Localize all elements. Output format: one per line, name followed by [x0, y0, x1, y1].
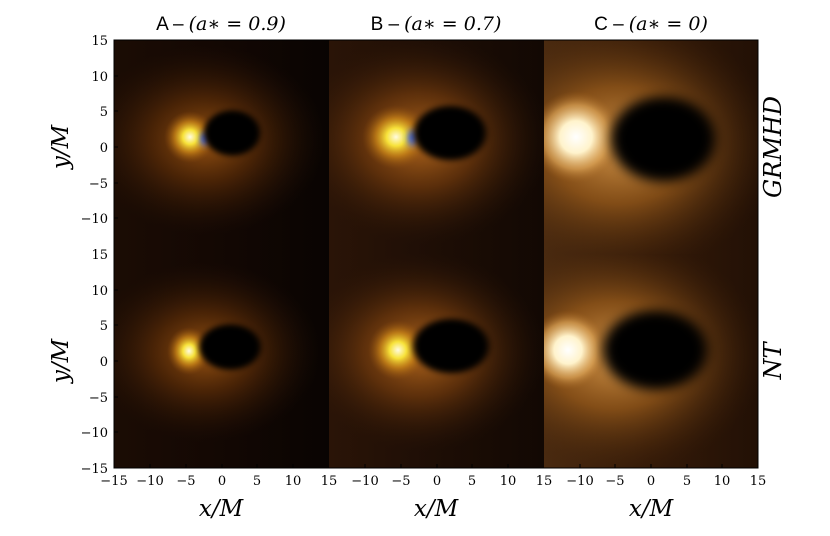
x-tick-label: 0 [647, 474, 655, 489]
x-tick-label: 15 [321, 474, 338, 489]
x-axis-label-b: x/M [414, 496, 460, 522]
x-tick-label: −10 [566, 474, 593, 489]
axes-frame [113, 39, 759, 469]
x-tick-label: 10 [285, 474, 302, 489]
y-tick-label: −5 [89, 177, 108, 192]
y-tick-label: 5 [100, 319, 108, 334]
y-tick-label: 10 [91, 284, 108, 299]
y-axis-label-top: y/M [48, 123, 74, 170]
x-tick-label: 5 [468, 474, 476, 489]
x-tick-label: 15 [536, 474, 553, 489]
panel-b-nt [329, 254, 544, 468]
panel-a-grmhd [114, 40, 329, 254]
x-tick-label: −5 [176, 474, 195, 489]
x-tick-labels: −15 −10 −5 0 5 10 15 −10 −5 0 5 10 15 −1… [100, 474, 766, 489]
y-tick-label: 10 [91, 70, 108, 85]
y-tick-label: −5 [89, 391, 108, 406]
x-tick-label: 5 [683, 474, 691, 489]
x-axis-label-a: x/M [199, 496, 245, 522]
y-tick-label: 0 [100, 355, 108, 370]
y-tick-label: −10 [81, 426, 108, 441]
panel-b-grmhd [329, 40, 544, 254]
y-tick-label: −15 [81, 462, 108, 477]
panel-c-nt [544, 254, 758, 468]
y-tick-label: 5 [100, 105, 108, 120]
panel-a-nt [114, 254, 329, 468]
x-tick-label: 15 [750, 474, 767, 489]
y-tick-label: 15 [91, 34, 108, 49]
x-tick-label: −5 [605, 474, 624, 489]
panel-title-a: A – (a∗ = 0.9) [156, 13, 286, 35]
panel-title-b: B – (a∗ = 0.7) [371, 13, 502, 35]
y-tick-label: 0 [100, 141, 108, 156]
x-tick-label: 10 [714, 474, 731, 489]
x-axis-label-c: x/M [629, 496, 675, 522]
row-label-grmhd: GRMHD [759, 96, 787, 198]
y-tick-label: −10 [81, 212, 108, 227]
x-tick-label: 10 [500, 474, 517, 489]
x-tick-label: −5 [391, 474, 410, 489]
x-tick-label: 0 [433, 474, 441, 489]
y-tick-labels-top: 15 10 5 0 −5 −10 [81, 34, 108, 227]
x-tick-label: −10 [351, 474, 378, 489]
y-tick-label: 15 [91, 248, 108, 263]
y-tick-labels-bottom: 15 10 5 0 −5 −10 −15 [81, 248, 108, 477]
x-tick-label: −15 [100, 474, 127, 489]
row-label-nt: NT [759, 341, 787, 381]
y-axis-label-bottom: y/M [48, 337, 74, 384]
x-tick-label: 0 [218, 474, 226, 489]
x-tick-label: 5 [253, 474, 261, 489]
panel-title-c: C – (a∗ = 0) [594, 13, 708, 35]
x-tick-label: −10 [136, 474, 163, 489]
panel-c-grmhd [544, 40, 758, 254]
